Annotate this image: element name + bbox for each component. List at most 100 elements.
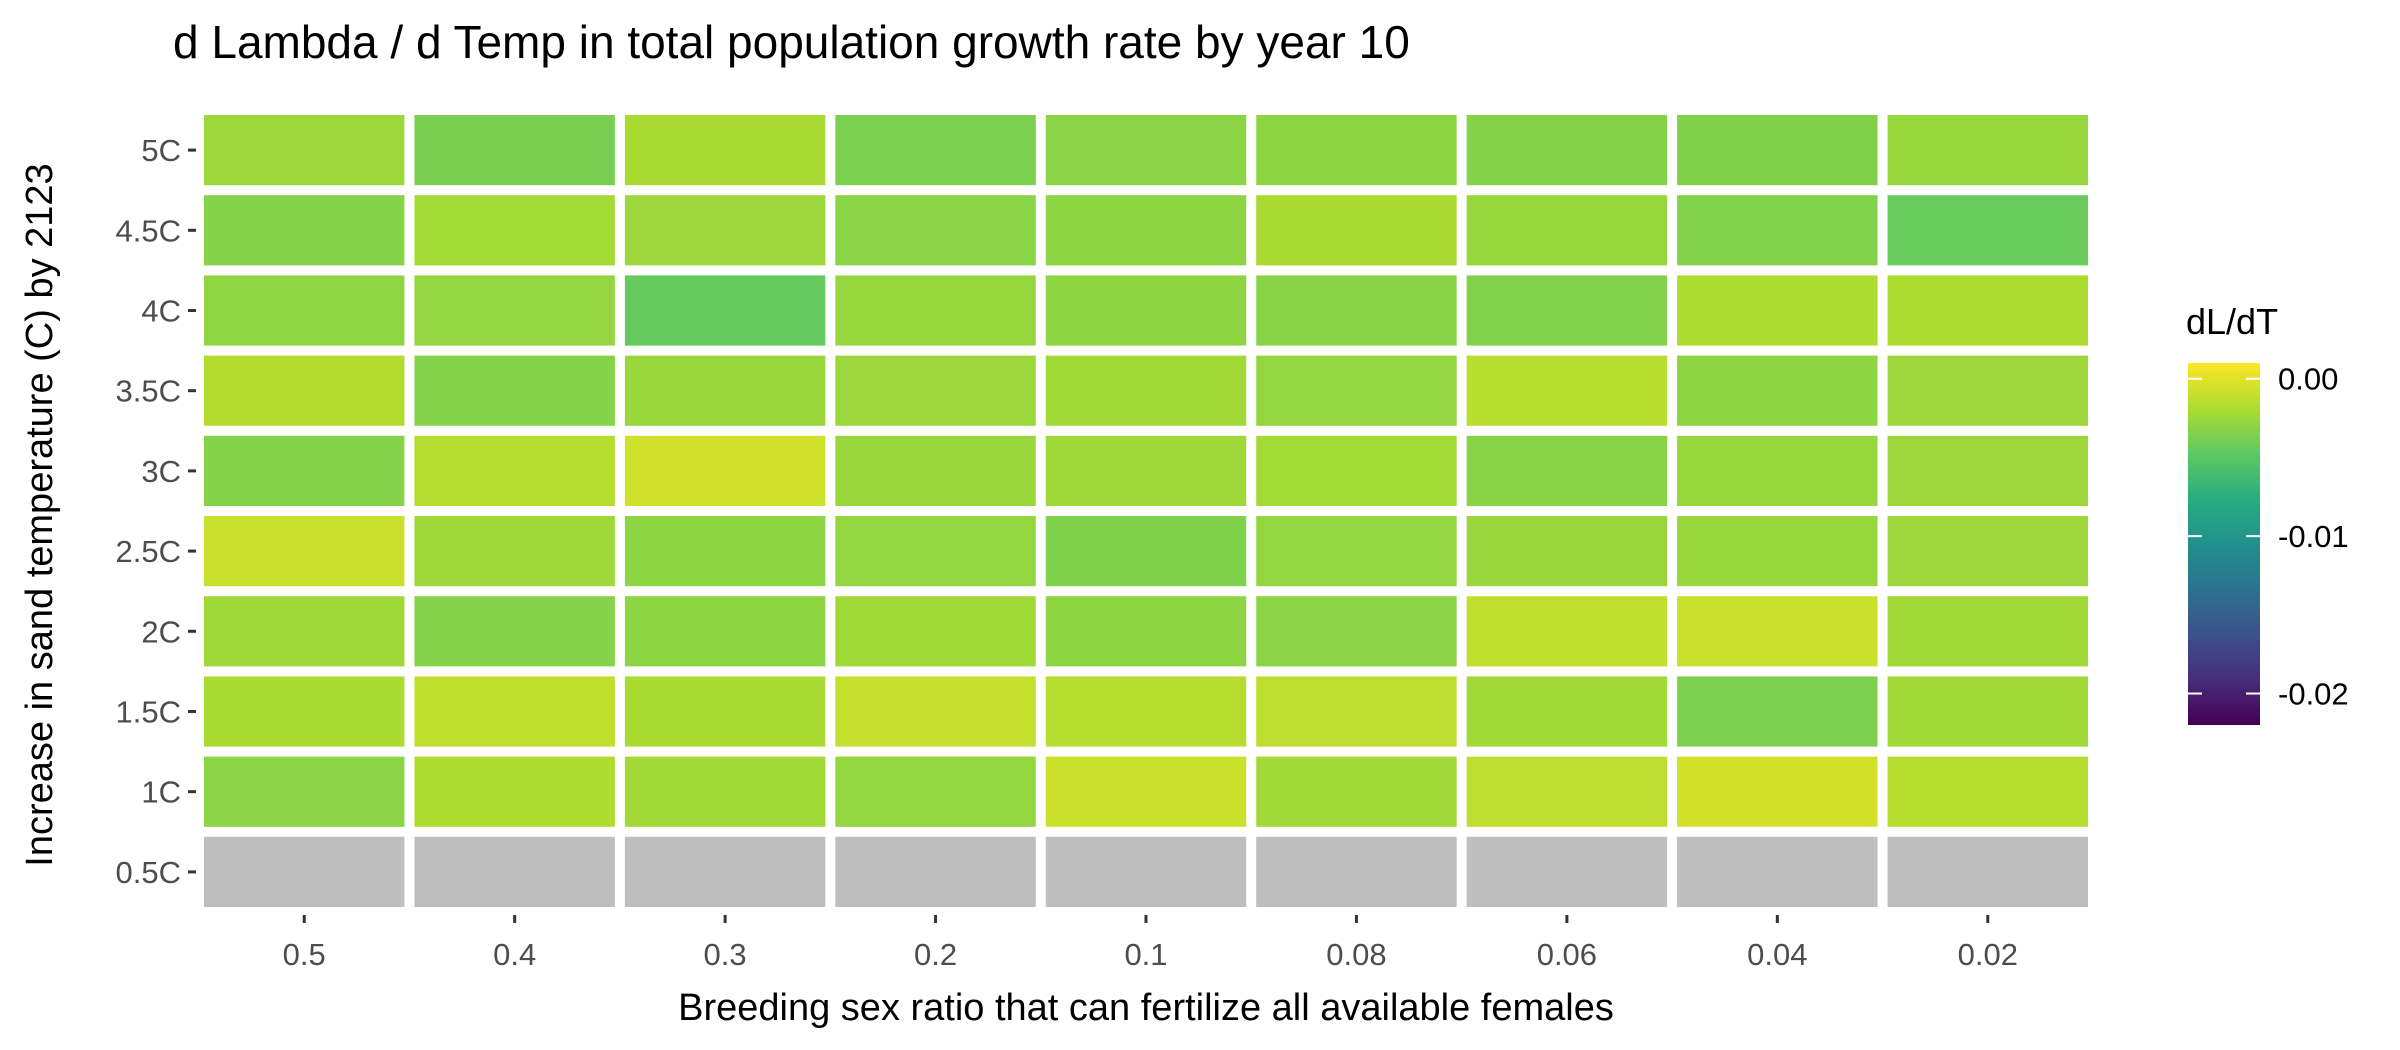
heatmap-tile: [1677, 435, 1878, 506]
heatmap-tile: [1045, 836, 1247, 907]
heatmap-tile: [1466, 676, 1668, 747]
heatmap-tile: [1045, 756, 1247, 827]
heatmap-tile: [1887, 516, 2088, 587]
y-tick-label: 1.5C: [116, 695, 181, 730]
heatmap-tile: [1045, 275, 1247, 346]
y-tick-label: 3C: [141, 454, 181, 489]
heatmap-tile: [204, 596, 405, 667]
heatmap-tile: [624, 516, 826, 587]
heatmap-tile: [1045, 355, 1247, 426]
legend: dL/dT 0.00 -0.01 -0.02: [2186, 301, 2349, 725]
heatmap-tile: [835, 756, 1036, 827]
x-tick-label: 0.1: [1124, 937, 1167, 972]
heatmap-tile: [624, 756, 826, 827]
legend-tick-label: -0.02: [2278, 677, 2349, 712]
heatmap-tile: [835, 355, 1036, 426]
heatmap-tile: [1256, 195, 1457, 266]
x-tick-label: 0.08: [1326, 937, 1386, 972]
heatmap-tile: [1677, 195, 1878, 266]
heatmap-tile: [414, 275, 615, 346]
heatmap-tile: [204, 676, 405, 747]
heatmap-tile: [1677, 676, 1878, 747]
legend-tick-label: 0.00: [2278, 362, 2338, 397]
heatmap-tile: [1677, 596, 1878, 667]
heatmap-tile: [1677, 516, 1878, 587]
heatmap-tile: [1887, 756, 2088, 827]
heatmap-tile: [624, 836, 826, 907]
heatmap-tile: [1466, 275, 1668, 346]
heatmap-tile: [1466, 516, 1668, 587]
heatmap-tile: [1256, 275, 1457, 346]
heatmap-tile: [1677, 355, 1878, 426]
heatmap-tile: [1256, 676, 1457, 747]
heatmap-tile: [1256, 435, 1457, 506]
heatmap-tile: [414, 115, 615, 186]
legend-title: dL/dT: [2186, 301, 2278, 342]
heatmap-tile: [1045, 596, 1247, 667]
heatmap-tile: [1045, 435, 1247, 506]
y-tick-label: 1C: [141, 775, 181, 810]
heatmap-tile: [1466, 195, 1668, 266]
heatmap-tile: [1045, 195, 1247, 266]
heatmap-tiles: [204, 115, 2088, 907]
heatmap-tile: [624, 355, 826, 426]
heatmap-tile: [1887, 115, 2088, 186]
heatmap-tile: [1887, 676, 2088, 747]
heatmap-tile: [1677, 275, 1878, 346]
x-tick-label: 0.5: [283, 937, 326, 972]
y-axis-title: Increase in sand temperature (C) by 2123: [19, 163, 61, 866]
x-axis: 0.5 0.4 0.3 0.2 0.1 0.08 0.06 0.04 0.02: [283, 915, 2018, 972]
heatmap-tile: [1466, 115, 1668, 186]
heatmap-tile: [1466, 355, 1668, 426]
y-tick-label: 2C: [141, 614, 181, 649]
heatmap-tile: [414, 676, 615, 747]
heatmap-tile: [1887, 355, 2088, 426]
heatmap-tile: [1887, 435, 2088, 506]
heatmap-tile: [414, 195, 615, 266]
heatmap-tile: [1256, 355, 1457, 426]
legend-colorbar: [2188, 363, 2260, 725]
heatmap-tile: [835, 195, 1036, 266]
heatmap-tile: [204, 756, 405, 827]
y-tick-label: 5C: [141, 133, 181, 168]
heatmap-tile: [1466, 596, 1668, 667]
heatmap-tile: [204, 115, 405, 186]
heatmap-tile: [835, 836, 1036, 907]
heatmap-tile: [204, 516, 405, 587]
heatmap-tile: [624, 275, 826, 346]
heatmap-tile: [1677, 836, 1878, 907]
heatmap-tile: [624, 676, 826, 747]
heatmap-tile: [204, 275, 405, 346]
heatmap-tile: [835, 516, 1036, 587]
y-tick-label: 0.5C: [116, 855, 181, 890]
y-tick-label: 4C: [141, 294, 181, 329]
heatmap-tile: [624, 115, 826, 186]
heatmap-tile: [835, 115, 1036, 186]
heatmap-tile: [1887, 836, 2088, 907]
y-tick-label: 2.5C: [116, 534, 181, 569]
x-tick-label: 0.2: [914, 937, 957, 972]
x-tick-label: 0.4: [493, 937, 536, 972]
y-tick-label: 4.5C: [116, 213, 181, 248]
heatmap-tile: [204, 355, 405, 426]
heatmap-tile: [204, 435, 405, 506]
heatmap-tile: [1256, 836, 1457, 907]
heatmap-tile: [835, 596, 1036, 667]
heatmap-tile: [414, 836, 615, 907]
heatmap-tile: [1466, 756, 1668, 827]
heatmap-tile: [204, 836, 405, 907]
heatmap-tile: [1256, 756, 1457, 827]
y-axis: 5C 4.5C 4C 3.5C 3C 2.5C 2C 1.5C 1C 0.5C: [116, 133, 196, 890]
heatmap-tile: [414, 596, 615, 667]
heatmap-tile: [1466, 435, 1668, 506]
x-tick-label: 0.06: [1537, 937, 1597, 972]
heatmap-tile: [414, 516, 615, 587]
y-tick-label: 3.5C: [116, 374, 181, 409]
heatmap-tile: [1256, 596, 1457, 667]
heatmap-tile: [835, 275, 1036, 346]
x-tick-label: 0.04: [1747, 937, 1807, 972]
x-tick-label: 0.3: [704, 937, 747, 972]
x-tick-label: 0.02: [1958, 937, 2018, 972]
chart-title: d Lambda / d Temp in total population gr…: [173, 16, 1410, 68]
